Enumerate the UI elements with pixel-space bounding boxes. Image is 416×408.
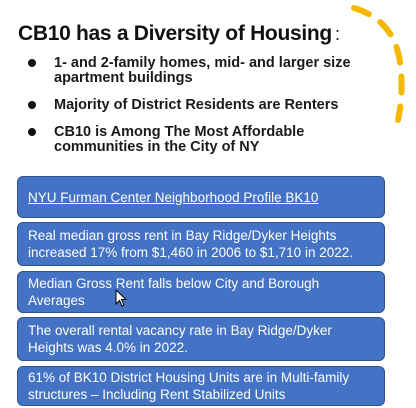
- bullet-item: 1- and 2-family homes, mid- and larger s…: [26, 56, 386, 86]
- info-box-median-rent: Real median gross rent in Bay Ridge/Dyke…: [17, 222, 385, 266]
- bullet-text: Majority of District Residents are Rente…: [54, 97, 339, 113]
- slide-title-colon: :: [334, 24, 340, 44]
- info-box-multifamily-units: 61% of BK10 District Housing Units are i…: [17, 366, 385, 406]
- info-box-text: Median Gross Rent falls below City and B…: [28, 276, 320, 308]
- bullet-dot-icon: [28, 101, 36, 109]
- dashed-arc-icon: [351, 5, 405, 123]
- bullet-item: Majority of District Residents are Rente…: [26, 98, 386, 113]
- info-box-gross-rent-comparison: Median Gross Rent falls below City and B…: [17, 271, 385, 313]
- info-box-text: 61% of BK10 District Housing Units are i…: [28, 370, 350, 402]
- info-box-vacancy-rate: The overall rental vacancy rate in Bay R…: [17, 317, 385, 361]
- bullet-list: 1- and 2-family homes, mid- and larger s…: [26, 56, 386, 167]
- slide-title: CB10 has a Diversity of Housing:: [18, 22, 340, 46]
- info-box-text: The overall rental vacancy rate in Bay R…: [28, 323, 332, 355]
- slide-title-text: CB10 has a Diversity of Housing: [18, 22, 332, 45]
- info-box-source-link[interactable]: NYU Furman Center Neighborhood Profile B…: [17, 176, 385, 218]
- bullet-item: CB10 is Among The Most Affordable commun…: [26, 125, 386, 155]
- bullet-dot-icon: [28, 128, 36, 136]
- mouse-pointer-icon: [115, 289, 127, 307]
- bullet-text: 1- and 2-family homes, mid- and larger s…: [54, 55, 351, 86]
- source-link-text[interactable]: NYU Furman Center Neighborhood Profile B…: [28, 189, 319, 205]
- bullet-dot-icon: [28, 59, 36, 67]
- bullet-text: CB10 is Among The Most Affordable commun…: [54, 124, 305, 155]
- info-box-text: Real median gross rent in Bay Ridge/Dyke…: [28, 228, 353, 260]
